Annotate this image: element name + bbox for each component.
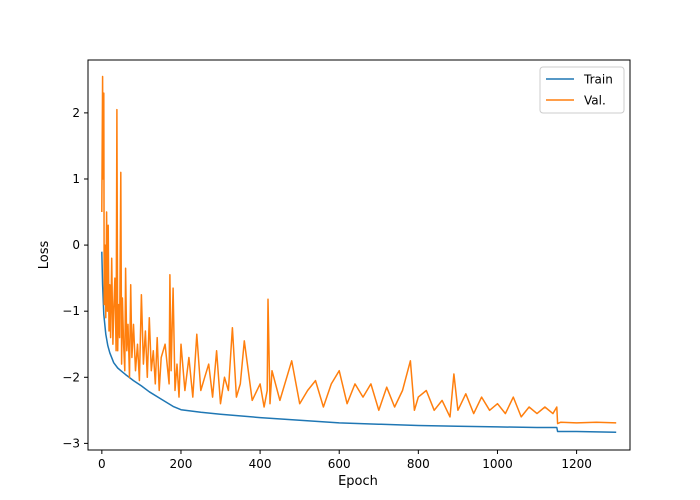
- series-line-train: [101, 251, 617, 433]
- legend-label: Val.: [584, 94, 606, 108]
- x-tick-label: 0: [98, 457, 106, 471]
- x-tick-label: 600: [328, 457, 351, 471]
- x-tick-label: 400: [249, 457, 272, 471]
- x-axis-label: Epoch: [338, 474, 378, 489]
- y-tick-label: 0: [72, 238, 80, 252]
- y-tick-label: −2: [62, 370, 80, 384]
- y-tick-label: 1: [72, 172, 80, 186]
- axes-frame: [87, 59, 631, 451]
- y-axis-label: Loss: [37, 241, 52, 270]
- y-tick-label: 2: [72, 106, 80, 120]
- legend: Train Val.: [539, 66, 625, 114]
- y-tick-label: −3: [62, 436, 80, 450]
- x-tick-label: 800: [407, 457, 430, 471]
- y-tick-label: −1: [62, 304, 80, 318]
- series-line-val: [101, 75, 617, 425]
- x-tick-label: 1200: [561, 457, 592, 471]
- plot-area: 0 200 400 600 800 1000 1200 2 1 0 −1 −2 −3: [62, 59, 631, 471]
- x-tick-label: 200: [170, 457, 193, 471]
- x-tick-label: 1000: [482, 457, 513, 471]
- legend-label: Train: [583, 73, 613, 87]
